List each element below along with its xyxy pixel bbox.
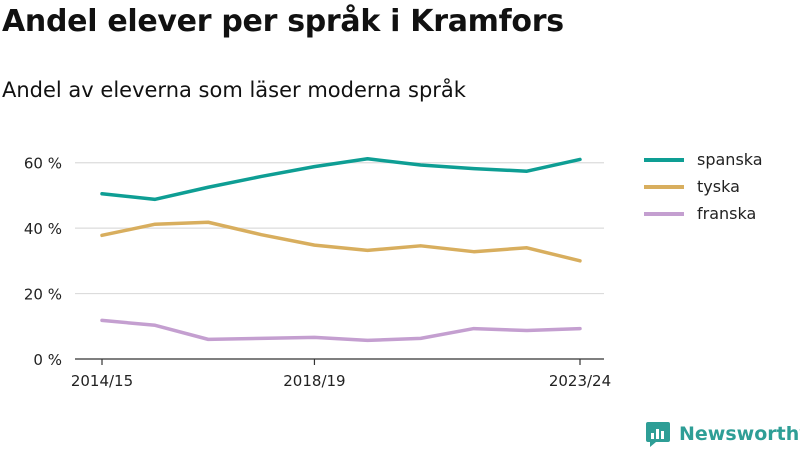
- chart-title: Andel elever per språk i Kramfors: [2, 4, 564, 39]
- brand-logo: Newsworthy: [645, 420, 800, 448]
- y-tick-label: 40 %: [24, 220, 62, 238]
- series-line-tyska: [100, 220, 582, 263]
- legend-label-spanska: spanska: [697, 150, 763, 169]
- x-tick-label: 2023/24: [549, 372, 611, 390]
- newsworthy-logo-icon: [646, 422, 670, 447]
- legend-label-tyska: tyska: [697, 177, 740, 196]
- y-tick-label: 0 %: [33, 351, 62, 369]
- chart-subtitle: Andel av eleverna som läser moderna språ…: [2, 78, 466, 102]
- x-tick-label: 2018/19: [283, 372, 345, 390]
- y-tick-label: 60 %: [24, 155, 62, 173]
- series-line-franska: [100, 318, 582, 343]
- x-tick-label: 2014/15: [71, 372, 133, 390]
- series-line-spanska: [100, 157, 582, 202]
- brand-name: Newsworthy: [679, 423, 800, 445]
- legend-label-franska: franska: [697, 204, 756, 223]
- y-tick-label: 20 %: [24, 286, 62, 304]
